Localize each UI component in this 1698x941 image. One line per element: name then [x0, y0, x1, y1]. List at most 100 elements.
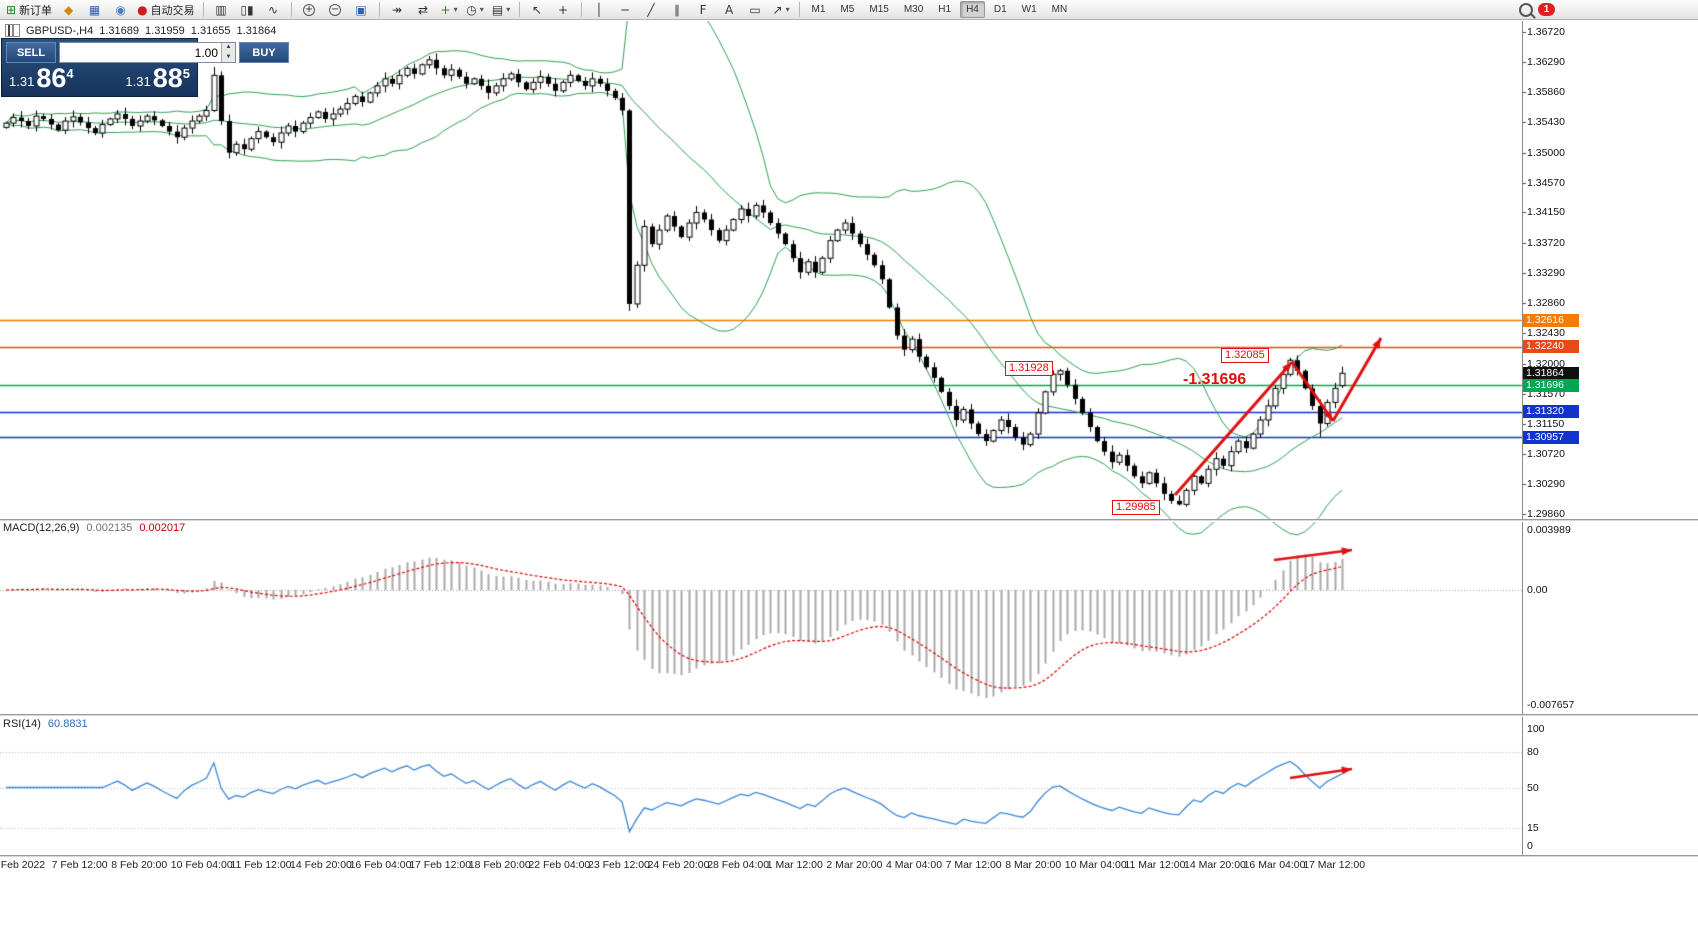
metaeditor-icon: ◆ [63, 2, 74, 17]
time-axis-label: 8 Feb 20:00 [111, 859, 168, 871]
chart-canvas[interactable] [0, 21, 1698, 941]
toolbar-separator [290, 2, 292, 17]
buy-button[interactable]: BUY [239, 42, 289, 63]
trendline-button[interactable]: ╱ [639, 0, 664, 19]
panel-separator[interactable] [0, 519, 1698, 522]
chart-shift-button[interactable]: ⇄ [411, 0, 436, 19]
periods-caret-icon[interactable]: ▾ [479, 5, 484, 14]
toolbar-separator [580, 2, 582, 17]
templates-button[interactable]: ▤ ▾ [489, 0, 514, 19]
annotation-label[interactable]: 1.29985 [1112, 500, 1160, 515]
time-axis-label: 24 Feb 20:00 [647, 859, 710, 871]
new-order-button[interactable]: ⊞ 新订单 [3, 0, 55, 19]
annotation-label[interactable]: 1.32085 [1221, 348, 1269, 363]
horizontal-line-icon: ─ [621, 2, 629, 17]
notification-badge[interactable]: 1 [1538, 3, 1555, 16]
price-tag: 1.31320 [1523, 405, 1579, 419]
time-axis-label: 8 Mar 20:00 [1005, 859, 1062, 871]
macd-axis-label: 0.00 [1527, 584, 1548, 596]
time-axis-label: 10 Feb 04:00 [170, 859, 233, 871]
bar-chart-button[interactable]: ▥ [209, 0, 234, 19]
annotation-label[interactable]: 1.31928 [1005, 361, 1053, 376]
buy-price: 1.31 88 5 [125, 65, 190, 92]
equidistant-channel-icon: ∥ [674, 2, 681, 17]
horizontal-line-button[interactable]: ─ [613, 0, 638, 19]
autotrading-button[interactable]: ● 自动交易 [134, 0, 197, 19]
time-axis-label: 14 Mar 20:00 [1184, 859, 1246, 871]
chart-window-button[interactable]: ▦ [82, 0, 107, 19]
sell-button[interactable]: SELL [6, 42, 56, 63]
price-tick: 1.32860 [1527, 297, 1565, 310]
text-icon: A [724, 2, 734, 17]
zoom-in-button[interactable]: + [297, 0, 322, 19]
text-button[interactable]: A [717, 0, 742, 19]
volume-input[interactable] [60, 43, 221, 62]
timeframe-h4[interactable]: H4 [960, 1, 985, 18]
autotrading-label: 自动交易 [150, 4, 195, 17]
timeframe-w1[interactable]: W1 [1021, 4, 1037, 15]
annotation-label[interactable]: -1.31696 [1183, 371, 1247, 388]
timeframe-h1[interactable]: H1 [938, 4, 952, 15]
timeframe-m30[interactable]: M30 [903, 4, 924, 15]
text-label-button[interactable]: ▭ [743, 0, 768, 19]
one-click-trade-panel: SELL ▲ ▼ BUY 1.31 86 4 1.31 [1, 38, 289, 97]
sell-price-small: 1.31 [9, 74, 35, 89]
auto-scroll-button[interactable]: ↠ [385, 0, 410, 19]
zoom-out-icon: − [329, 3, 342, 16]
fibonacci-icon: F [699, 2, 707, 17]
line-chart-button[interactable]: ∿ [261, 0, 286, 19]
equidistant-channel-button[interactable]: ∥ [665, 0, 690, 19]
line-chart-icon: ∿ [268, 2, 279, 17]
crosshair-icon: + [558, 2, 569, 17]
price-tick: 1.33290 [1527, 266, 1565, 279]
volume-up-icon[interactable]: ▲ [222, 43, 235, 53]
panel-separator[interactable] [0, 714, 1698, 717]
ohlc-open: 1.31689 [99, 24, 140, 37]
time-axis-label: 7 Feb 12:00 [51, 859, 108, 871]
price-tick: 1.36720 [1527, 25, 1565, 38]
zoom-out-button[interactable]: − [323, 0, 348, 19]
new-order-label: 新订单 [19, 4, 53, 17]
buy-price-small: 1.31 [125, 74, 151, 89]
arrows-tool-icon: ↗ [772, 2, 783, 17]
search-icon[interactable] [1519, 2, 1533, 17]
trendline-icon: ╱ [647, 2, 655, 17]
crosshair-button[interactable]: + [551, 0, 576, 19]
arrows-tool-caret-icon[interactable]: ▾ [785, 5, 790, 14]
cursor-button[interactable]: ↖ [525, 0, 550, 19]
macd-name: MACD(12,26,9) [3, 522, 80, 534]
timeframe-m1[interactable]: M1 [811, 4, 826, 15]
timeframe-m15[interactable]: M15 [869, 4, 889, 15]
indicators-icon: + [440, 2, 451, 17]
vertical-line-button[interactable]: │ [587, 0, 612, 19]
timeframe-d1[interactable]: D1 [993, 4, 1007, 15]
ohlc-low: 1.31655 [190, 24, 231, 37]
community-button[interactable]: ◉ [108, 0, 133, 19]
time-axis-label: 16 Mar 04:00 [1243, 859, 1306, 871]
time-axis-label: 28 Feb 04:00 [707, 859, 770, 871]
timeframe-mn[interactable]: MN [1051, 4, 1068, 15]
candlestick-chart-button[interactable]: ▯▮ [235, 0, 260, 19]
toolbar-separator [378, 2, 380, 17]
indicators-button[interactable]: + ▾ [437, 0, 462, 19]
volume-stepper[interactable]: ▲ ▼ [221, 43, 235, 62]
fibonacci-button[interactable]: F [691, 0, 716, 19]
periods-button[interactable]: ◷ ▾ [463, 0, 488, 19]
time-axis-separator [0, 855, 1698, 858]
metaeditor-button[interactable]: ◆ [56, 0, 81, 19]
time-axis-label: 16 Feb 04:00 [349, 859, 412, 871]
time-axis-label: 22 Feb 04:00 [528, 859, 591, 871]
ohlc-high: 1.31959 [145, 24, 185, 37]
rsi-name: RSI(14) [3, 718, 41, 730]
tile-windows-button[interactable]: ▣ [349, 0, 374, 19]
price-tick: 1.34150 [1527, 206, 1565, 219]
templates-caret-icon[interactable]: ▾ [506, 5, 511, 14]
price-tag: 1.31696 [1523, 378, 1579, 392]
ohlc-close: 1.31864 [236, 24, 277, 37]
arrows-tool-button[interactable]: ↗ ▾ [769, 0, 794, 19]
indicators-caret-icon[interactable]: ▾ [453, 5, 458, 14]
volume-down-icon[interactable]: ▼ [222, 52, 235, 62]
macd-axis-label: 0.003989 [1527, 524, 1571, 537]
timeframe-m5[interactable]: M5 [840, 4, 855, 15]
